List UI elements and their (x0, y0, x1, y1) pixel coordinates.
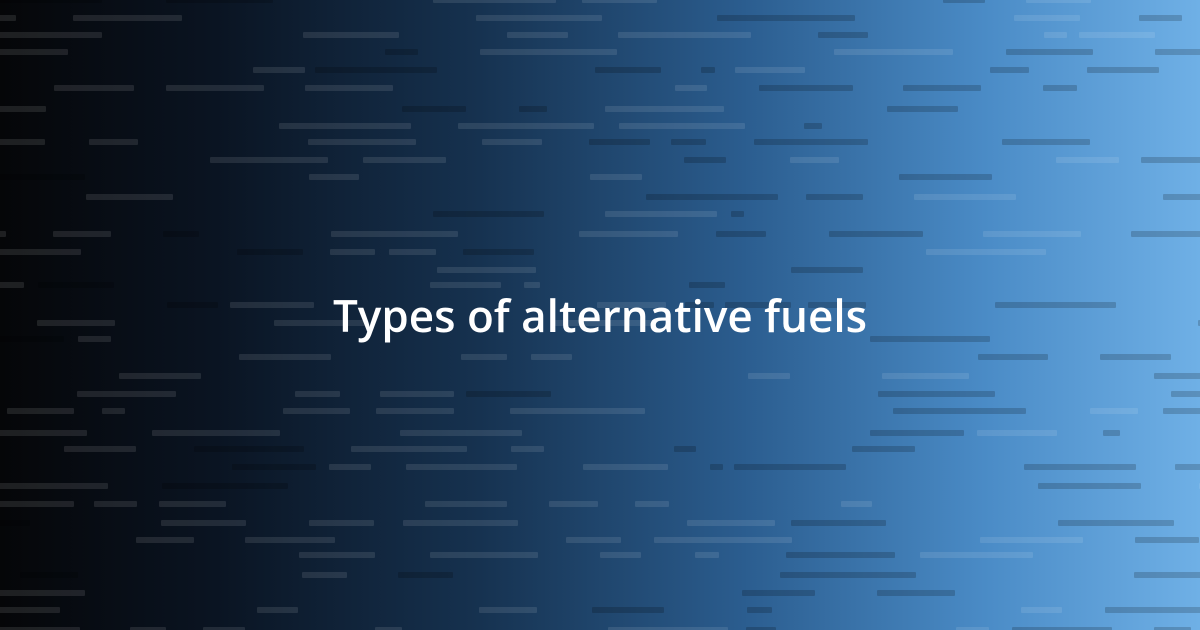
hero-card: Types of alternative fuels (0, 0, 1200, 630)
page-title: Types of alternative fuels (333, 288, 867, 343)
